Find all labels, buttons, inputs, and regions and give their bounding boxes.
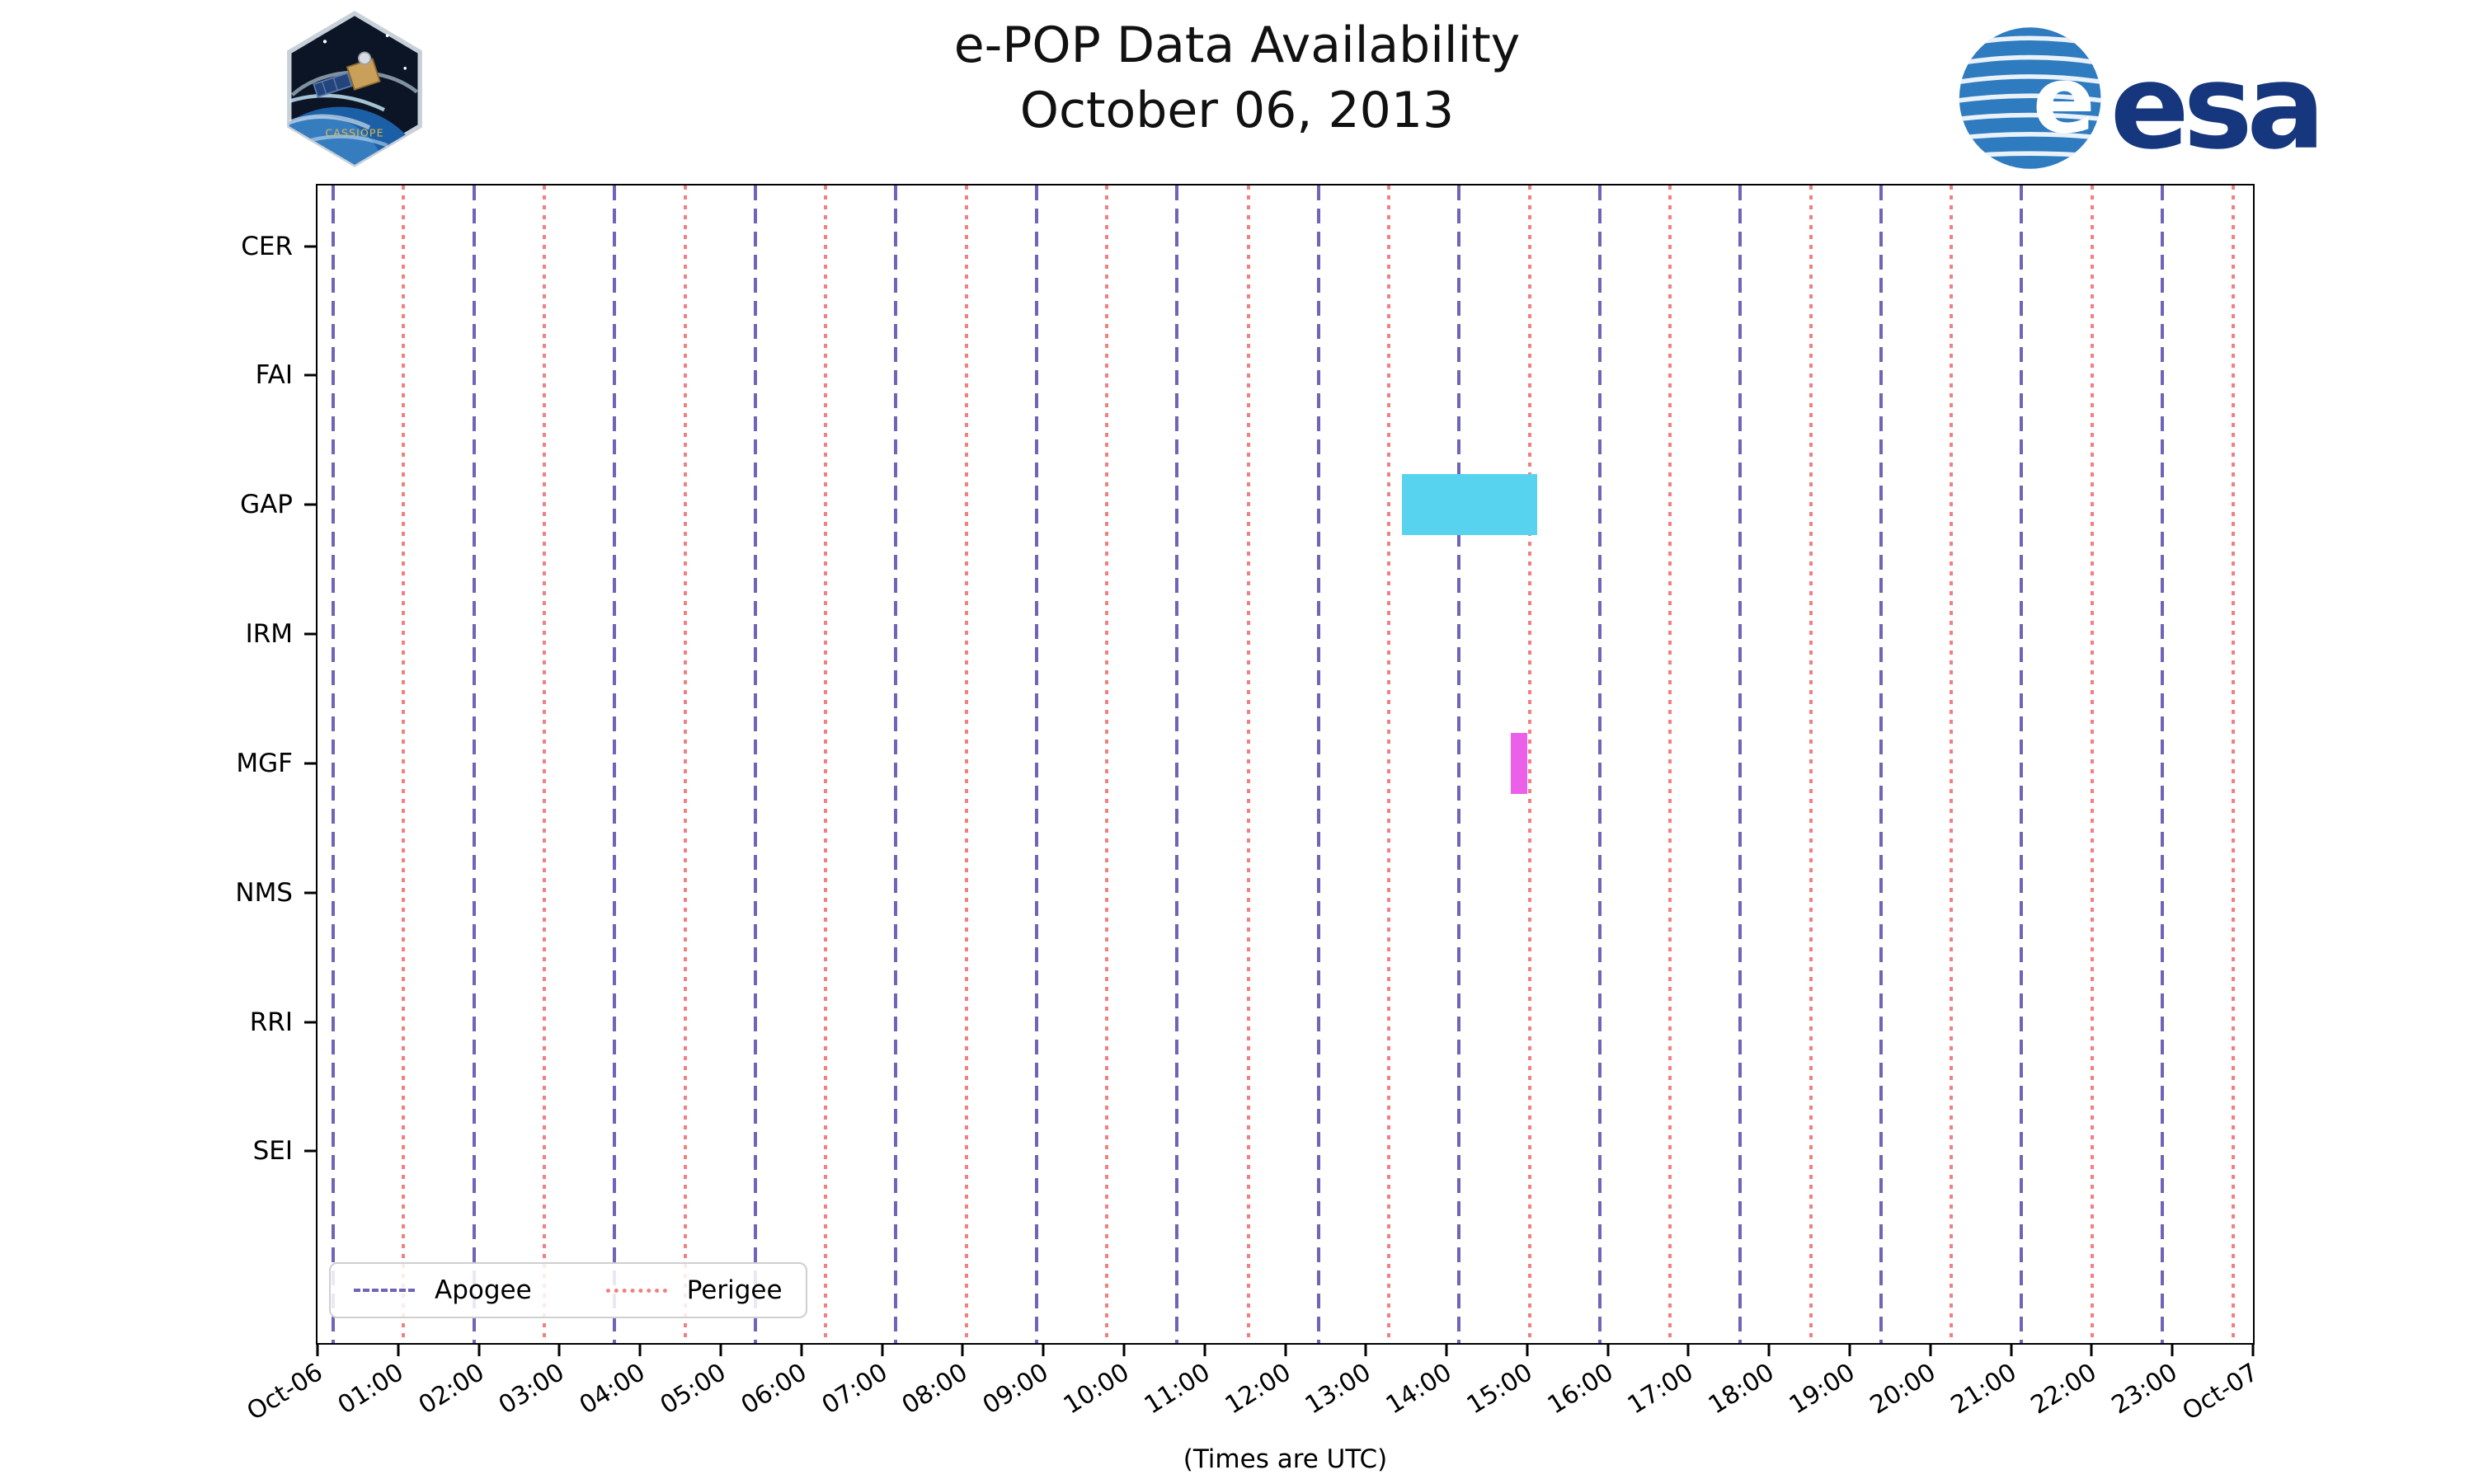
availability-bars-layer: [317, 186, 2253, 1343]
x-tick: [1364, 1343, 1367, 1356]
orbit-marker-gridlines: [317, 186, 2253, 1343]
x-tick: [1767, 1343, 1771, 1356]
apogee-line: [1597, 186, 1602, 1343]
x-tick: [1929, 1343, 1932, 1356]
x-tick: [1122, 1343, 1126, 1356]
y-tick: [304, 503, 317, 506]
perigee-line: [1667, 186, 1672, 1343]
legend-label-perigee: Perigee: [686, 1275, 783, 1305]
perigee-line: [1809, 186, 1813, 1343]
availability-bar-gap: [1402, 474, 1537, 536]
perigee-line: [401, 186, 405, 1343]
apogee-dashed-line-sample: [354, 1289, 415, 1292]
x-tick: [477, 1343, 481, 1356]
y-tick-label-fai: FAI: [255, 360, 293, 391]
apogee-line: [1035, 186, 1039, 1343]
apogee-line: [1175, 186, 1179, 1343]
cassiope-patch-label: CASSIOPE: [325, 127, 383, 139]
apogee-line: [1738, 186, 1743, 1343]
x-tick: [1526, 1343, 1529, 1356]
y-tick: [304, 373, 317, 377]
x-tick: [719, 1343, 722, 1356]
esa-globe-letter: e: [2033, 47, 2095, 154]
y-tick-label-sei: SEI: [252, 1136, 293, 1167]
perigee-line: [542, 186, 546, 1343]
perigee-line: [965, 186, 969, 1343]
y-tick: [304, 245, 317, 248]
legend-item-apogee: Apogee: [354, 1275, 532, 1305]
perigee-dotted-line-sample: [605, 1288, 667, 1293]
cassiope-patch-graphic: CASSIOPE: [287, 11, 422, 167]
apogee-line: [472, 186, 476, 1343]
y-tick-label-nms: NMS: [235, 877, 293, 908]
y-tick-label-irm: IRM: [245, 619, 293, 650]
esa-logo-graphic: e esa: [1959, 27, 2326, 176]
legend-item-perigee: Perigee: [605, 1275, 783, 1305]
y-tick-label-gap: GAP: [240, 490, 293, 520]
x-tick: [638, 1343, 642, 1356]
x-tick: [1606, 1343, 1610, 1356]
y-tick: [304, 632, 317, 636]
apogee-line: [1316, 186, 1320, 1343]
x-tick: [1203, 1343, 1206, 1356]
apogee-line: [894, 186, 898, 1343]
y-tick: [304, 762, 317, 765]
x-tick: [316, 1343, 319, 1356]
x-tick: [2251, 1343, 2255, 1356]
perigee-line: [683, 186, 687, 1343]
esa-wordmark: esa: [2110, 40, 2320, 176]
x-tick: [800, 1343, 803, 1356]
x-tick: [557, 1343, 561, 1356]
chart-subtitle-date: October 06, 2013: [1019, 82, 1455, 140]
cassiope-mission-patch-icon: CASSIOPE: [280, 8, 429, 170]
x-tick: [1686, 1343, 1690, 1356]
apogee-line: [2020, 186, 2024, 1343]
y-tick: [304, 1021, 317, 1024]
x-tick-label: Oct-06: [242, 1358, 328, 1427]
perigee-line: [1386, 186, 1390, 1343]
x-tick: [1848, 1343, 1851, 1356]
x-tick: [2090, 1343, 2093, 1356]
star-icon: [385, 34, 389, 37]
apogee-line: [2161, 186, 2165, 1343]
satellite-icon: [313, 51, 381, 98]
perigee-line: [824, 186, 828, 1343]
y-tick-label-cer: CER: [241, 231, 293, 261]
plot-area: CER FAI GAP IRM MGF NMS RRI SEI Oct-06 01:00 02:0…: [235, 184, 2264, 1426]
perigee-line: [1246, 186, 1250, 1343]
x-tick: [2010, 1343, 2013, 1356]
perigee-line: [2231, 186, 2235, 1343]
x-tick: [1445, 1343, 1448, 1356]
y-tick-label-rri: RRI: [249, 1007, 293, 1037]
y-tick-label-mgf: MGF: [236, 748, 293, 778]
legend: Apogee Perigee: [329, 1262, 807, 1318]
esa-logo: e esa: [1956, 18, 2326, 178]
perigee-line: [1950, 186, 1954, 1343]
chart-title-block: e-POP Data Availability October 06, 2013: [0, 13, 2474, 143]
x-axis-caption: (Times are UTC): [1183, 1444, 1388, 1474]
x-tick: [1284, 1343, 1286, 1356]
apogee-line: [1456, 186, 1460, 1343]
star-icon: [403, 67, 407, 70]
y-tick: [304, 1149, 317, 1153]
y-tick: [304, 891, 317, 895]
perigee-line: [1105, 186, 1109, 1343]
star-icon: [322, 40, 327, 44]
legend-label-apogee: Apogee: [435, 1275, 532, 1305]
x-tick: [881, 1343, 884, 1356]
apogee-line: [754, 186, 757, 1343]
apogee-line: [612, 186, 616, 1343]
x-tick: [961, 1343, 964, 1356]
x-tick: [397, 1343, 400, 1356]
x-tick: [1042, 1343, 1045, 1356]
apogee-line: [1879, 186, 1884, 1343]
apogee-line: [331, 186, 335, 1343]
x-tick: [2171, 1343, 2174, 1356]
perigee-line: [1527, 186, 1531, 1343]
perigee-line: [2091, 186, 2095, 1343]
chart-title: e-POP Data Availability: [953, 16, 1521, 74]
availability-bar-mgf: [1511, 732, 1527, 794]
